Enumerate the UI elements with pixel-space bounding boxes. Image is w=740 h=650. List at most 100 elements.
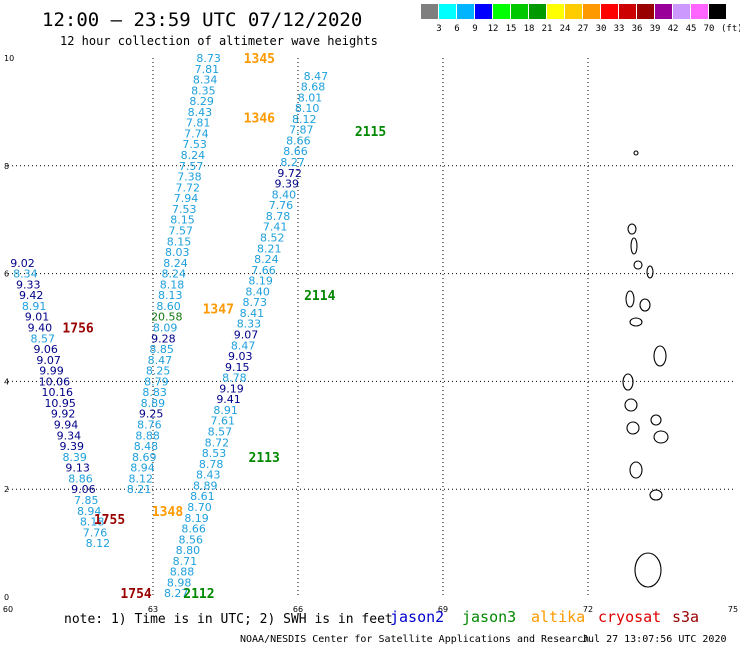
- wave-height-value: 8.43: [196, 469, 221, 482]
- wave-height-value: 8.94: [77, 505, 102, 518]
- wave-height-value: 8.18: [80, 516, 105, 529]
- wave-height-value: 8.71: [173, 555, 198, 568]
- wave-height-value: 8.12: [128, 472, 153, 485]
- wave-height-value: 8.29: [189, 95, 214, 108]
- wave-height-value: 9.07: [234, 329, 259, 342]
- wave-height-value: 9.34: [57, 429, 82, 442]
- color-scale-label: 12: [487, 24, 499, 34]
- island-outline: [650, 414, 662, 426]
- color-swatch: [619, 4, 636, 19]
- page-title: 12:00 – 23:59 UTC 07/12/2020: [42, 9, 363, 31]
- wave-height-value: 8.19: [248, 275, 273, 288]
- color-scale-label: 3: [436, 24, 442, 34]
- color-scale-label: 42: [667, 24, 679, 34]
- y-tick-label: 8: [4, 162, 9, 171]
- color-swatch: [601, 4, 618, 19]
- wave-height-value: 8.78: [266, 210, 291, 223]
- wave-height-value: 8.03: [165, 246, 190, 259]
- wave-height-value: 8.52: [260, 231, 285, 244]
- wave-height-value: 8.15: [167, 235, 192, 248]
- island-outline: [633, 260, 643, 270]
- wave-height-value: 8.85: [149, 343, 174, 356]
- color-scale-label: 70: [703, 24, 715, 34]
- color-swatch: [637, 4, 654, 19]
- wave-height-value: 8.83: [142, 386, 167, 399]
- wave-height-value: 8.47: [231, 339, 256, 352]
- wave-height-value: 8.35: [191, 84, 216, 97]
- x-tick-label: 60: [3, 605, 13, 614]
- wave-height-value: 9.07: [36, 354, 61, 367]
- wave-height-value: 9.13: [65, 462, 90, 475]
- y-tick-label: 2: [4, 485, 9, 494]
- pass-label: 1345: [244, 52, 275, 67]
- wave-height-value: 8.15: [170, 214, 195, 227]
- wave-height-value: 9.15: [225, 361, 250, 374]
- island-outline: [625, 290, 635, 308]
- wave-height-value: 7.81: [186, 117, 211, 130]
- island-outline: [649, 489, 663, 501]
- x-tick-label: 72: [583, 605, 593, 614]
- wave-height-value: 9.03: [228, 350, 253, 363]
- wave-height-value: 7.87: [289, 124, 314, 137]
- wave-height-value: 8.57: [208, 426, 233, 439]
- wave-height-value: 8.21: [127, 483, 152, 496]
- color-swatch: [691, 4, 708, 19]
- wave-height-value: 8.70: [187, 501, 212, 514]
- wave-height-value: 8.27: [280, 156, 305, 169]
- pass-label: 2114: [304, 289, 335, 304]
- wave-height-value: 8.89: [193, 479, 218, 492]
- y-tick-label: 0: [4, 593, 9, 602]
- wave-height-value: 8.66: [181, 523, 206, 536]
- color-scale-label: 27: [577, 24, 589, 34]
- x-tick-label: 69: [438, 605, 448, 614]
- wave-height-value: 7.61: [211, 415, 236, 428]
- pass-label: 1348: [152, 505, 183, 520]
- wave-height-value: 8.12: [86, 537, 111, 550]
- wave-height-value: 8.34: [13, 268, 38, 281]
- wave-height-value: 8.66: [286, 134, 311, 147]
- legend-item-cryosat: cryosat: [598, 608, 662, 626]
- color-swatch: [709, 4, 726, 19]
- island-outline: [634, 552, 662, 588]
- wave-height-value: 7.57: [179, 160, 204, 173]
- wave-height-value: 8.69: [132, 451, 157, 464]
- wave-height-value: 7.94: [174, 192, 199, 205]
- color-scale-label: 24: [559, 24, 571, 34]
- wave-height-value: 8.40: [272, 188, 297, 201]
- color-scale-label: 30: [595, 24, 607, 34]
- color-swatch: [475, 4, 492, 19]
- legend-item-s3a: s3a: [672, 608, 700, 626]
- wave-height-value: 8.48: [134, 440, 159, 453]
- wave-height-value: 7.53: [172, 203, 197, 216]
- wave-height-value: 9.39: [275, 178, 300, 191]
- wave-height-value: 8.39: [62, 451, 87, 464]
- wave-height-value: 8.10: [295, 102, 320, 115]
- island-outline: [646, 265, 654, 279]
- note-text: note: 1) Time is in UTC; 2) SWH is in fe…: [64, 612, 393, 627]
- wave-height-value: 7.81: [195, 63, 220, 76]
- y-tick-label: 6: [4, 270, 9, 279]
- color-swatch: [511, 4, 528, 19]
- wave-height-value: 8.80: [176, 544, 201, 557]
- wave-height-value: 8.47: [148, 354, 173, 367]
- island-outline: [633, 150, 639, 156]
- wave-height-value: 7.38: [177, 171, 202, 184]
- wave-height-value: 9.99: [39, 365, 64, 378]
- wave-height-value: 8.61: [190, 490, 215, 503]
- wave-height-value: 8.79: [144, 375, 169, 388]
- color-scale-label: 15: [505, 24, 517, 34]
- wave-height-value: 8.91: [213, 404, 238, 417]
- wave-height-value: 7.41: [263, 221, 288, 234]
- color-swatch: [457, 4, 474, 19]
- wave-height-value: 8.56: [178, 533, 203, 546]
- wave-height-value: 7.76: [83, 526, 108, 539]
- color-scale-label: 36: [631, 24, 643, 34]
- wave-height-value: 7.85: [74, 494, 99, 507]
- wave-height-value: 9.02: [10, 257, 35, 270]
- color-scale-label: 33: [613, 24, 625, 34]
- wave-height-value: 8.60: [156, 300, 181, 313]
- wave-height-value: 9.06: [33, 343, 58, 356]
- wave-height-value: 8.94: [130, 462, 155, 475]
- pass-label: 1755: [94, 513, 125, 528]
